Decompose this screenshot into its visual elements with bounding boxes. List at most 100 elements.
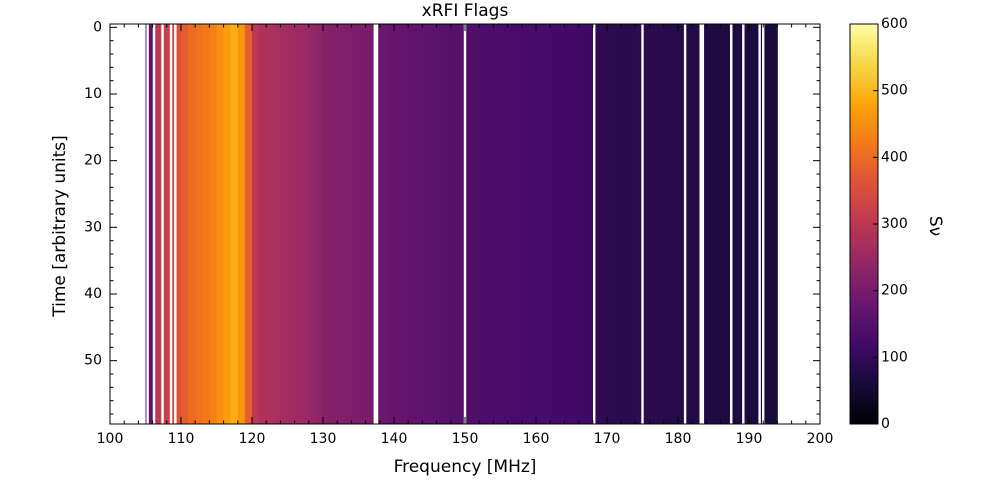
colorbar-tick-label: 200 — [881, 283, 908, 299]
heatmap-cell — [287, 24, 295, 424]
flagged-channel — [701, 24, 705, 424]
heatmap-cell — [401, 24, 409, 424]
x-tick-label: 190 — [736, 431, 763, 447]
heatmap-cell — [528, 24, 537, 424]
heatmap-cell — [607, 24, 615, 424]
heatmap-cell — [259, 24, 267, 424]
heatmap-cell — [614, 24, 622, 424]
heatmap-cell — [670, 24, 679, 424]
flagged-channel — [375, 24, 379, 424]
heatmap-cell — [514, 24, 523, 424]
heatmap-cell — [330, 24, 338, 424]
heatmap-cell — [337, 24, 345, 424]
flagged-channel — [174, 24, 177, 424]
heatmap-cell — [720, 24, 729, 424]
heatmap-cell — [266, 24, 274, 424]
flagged-channel — [758, 24, 761, 424]
x-tick-label: 160 — [523, 431, 550, 447]
heatmap-cell — [507, 24, 516, 424]
heatmap-cell — [415, 24, 423, 424]
heatmap-cell — [521, 24, 530, 424]
heatmap-cell — [344, 24, 352, 424]
heatmap-cell — [621, 24, 629, 424]
heatmap-cell — [230, 24, 239, 424]
heatmap-cell — [365, 24, 374, 424]
heatmap-cell — [550, 24, 558, 424]
heatmap-cell — [358, 24, 366, 424]
heatmap-cell — [323, 24, 331, 424]
heatmap-cell — [564, 24, 572, 424]
heatmap-cell — [486, 24, 494, 424]
x-tick-label: 140 — [381, 431, 408, 447]
x-tick-label: 110 — [168, 431, 195, 447]
heatmap-cell — [678, 24, 686, 424]
heatmap-cell — [386, 24, 395, 424]
heatmap-cell — [294, 24, 303, 424]
x-tick-label: 150 — [452, 431, 479, 447]
heatmap-cell — [536, 24, 544, 424]
chart-title: xRFI Flags — [422, 1, 509, 21]
heatmap-cell — [394, 24, 402, 424]
heatmap-cell — [188, 24, 196, 424]
heatmap-cell — [649, 24, 658, 424]
x-tick-label: 180 — [665, 431, 692, 447]
y-tick-label: 0 — [93, 19, 102, 35]
heatmap-cell — [450, 24, 459, 424]
heatmap-cell — [692, 24, 700, 424]
heatmap-cell — [173, 24, 182, 424]
heatmap-cell — [741, 24, 750, 424]
heatmap-cell — [599, 24, 608, 424]
colorbar-tick-label: 400 — [881, 149, 908, 165]
heatmap-cell — [145, 24, 153, 424]
flagged-channel — [463, 24, 467, 424]
heatmap-cell — [571, 24, 579, 424]
heatmap-cell — [209, 24, 217, 424]
heatmap-cell — [465, 24, 473, 424]
heatmap-cell — [457, 24, 466, 424]
flagged-channel — [146, 24, 149, 424]
heatmap-cell — [429, 24, 437, 424]
heatmap-cell — [379, 24, 388, 424]
heatmap-cell — [749, 24, 757, 424]
heatmap-cell — [422, 24, 430, 424]
x-tick-label: 120 — [239, 431, 266, 447]
x-tick-label: 200 — [807, 431, 834, 447]
heatmap-cell — [195, 24, 203, 424]
heatmap-cell — [216, 24, 224, 424]
heatmap-cell — [685, 24, 693, 424]
heatmap-cell — [202, 24, 210, 424]
heatmap-cell — [408, 24, 416, 424]
flagged-channel — [683, 24, 687, 424]
heatmap-cell — [244, 24, 253, 424]
heatmap-cell — [351, 24, 359, 424]
heatmap-cell — [252, 24, 260, 424]
colorbar-tick-label: 600 — [881, 16, 908, 32]
heatmap-cell — [578, 24, 587, 424]
heatmap-cell — [436, 24, 445, 424]
colorbar-tick-label: 0 — [881, 416, 890, 432]
flagged-channel — [593, 24, 596, 424]
flagged-channel — [730, 24, 733, 424]
heatmap-cell — [181, 24, 189, 424]
flagged-channel — [152, 24, 156, 424]
flagged-channel — [641, 24, 644, 424]
heatmap-cell — [628, 24, 636, 424]
heatmap-cell — [223, 24, 232, 424]
y-tick-label: 50 — [84, 353, 102, 369]
heatmap-cell — [315, 24, 324, 424]
y-tick-label: 40 — [84, 286, 102, 302]
heatmap-cell — [152, 24, 161, 424]
flagged-channel — [742, 24, 745, 424]
heatmap-cell — [635, 24, 643, 424]
flagged-channel — [161, 24, 164, 424]
heatmap-cell — [656, 24, 665, 424]
heatmap-cell — [308, 24, 317, 424]
colorbar-tick-label: 100 — [881, 349, 908, 365]
heatmap-cell — [273, 24, 281, 424]
flagged-channel — [373, 24, 377, 424]
heatmap-cell — [543, 24, 551, 424]
x-tick-label: 130 — [310, 431, 337, 447]
heatmap-cell — [500, 24, 508, 424]
heatmap-cell — [663, 24, 672, 424]
